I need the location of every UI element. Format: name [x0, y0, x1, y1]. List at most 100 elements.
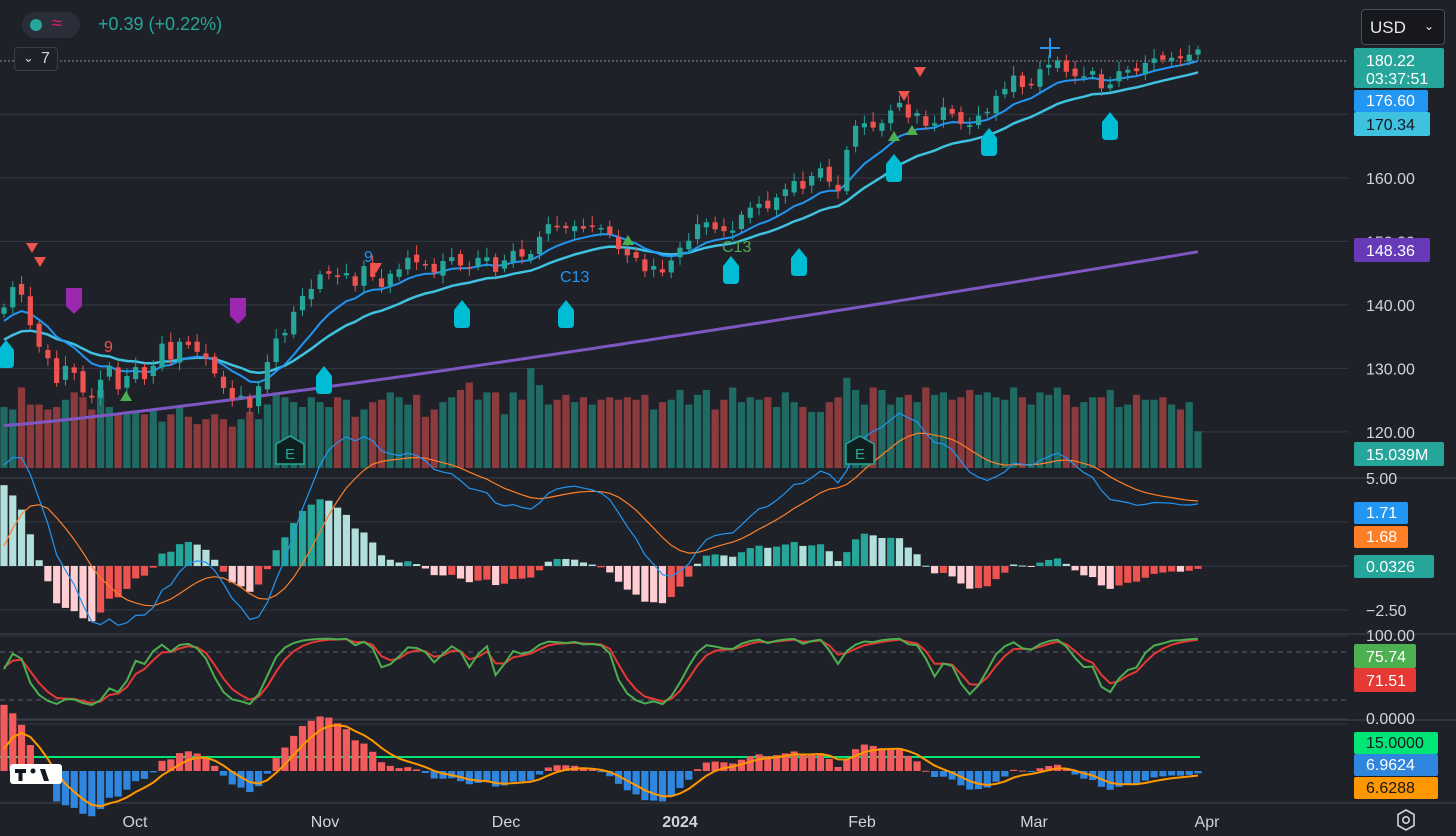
macd-histogram-bar	[509, 566, 517, 580]
indicators-collapse-button[interactable]: ⌄ 7	[14, 47, 58, 71]
lower-histogram-bar	[351, 740, 359, 771]
macd-histogram-bar	[35, 560, 43, 566]
macd-histogram-bar	[887, 537, 895, 566]
macd-histogram-bar	[641, 566, 649, 602]
candle-body	[1186, 54, 1192, 62]
macd-histogram-bar	[597, 566, 605, 568]
lower-histogram-bar	[500, 771, 509, 786]
volume-bar	[237, 419, 245, 468]
macd-histogram-bar	[729, 556, 737, 566]
volume-bar	[404, 404, 412, 468]
lower-histogram-bar	[184, 751, 192, 771]
macd-histogram-bar	[966, 566, 974, 589]
candle-body	[659, 269, 666, 273]
volume-bar	[535, 385, 544, 468]
candle-body	[607, 226, 613, 235]
macd-tag: 1.71	[1366, 505, 1397, 522]
candle-body	[598, 228, 604, 230]
volume-bar	[35, 404, 43, 468]
lower-histogram-bar	[272, 758, 280, 771]
macd-histogram-bar	[1185, 566, 1193, 571]
volume-bar	[913, 402, 921, 468]
candle-body	[273, 338, 279, 363]
volume-bar	[88, 409, 96, 468]
candle-body	[879, 123, 885, 131]
lower-histogram-bar	[96, 771, 105, 810]
volume-bar	[860, 404, 868, 468]
macd-histogram-bar	[140, 566, 149, 576]
volume-tag-bg	[1354, 442, 1444, 466]
candle-body	[10, 287, 16, 308]
candle-body	[896, 102, 903, 108]
volume-bar	[123, 411, 131, 468]
volume-bar	[614, 399, 623, 468]
settings-gear-icon[interactable]	[1394, 808, 1418, 832]
candle-body	[519, 249, 525, 257]
lower-histogram-bar	[386, 765, 394, 771]
lower-histogram-bar	[140, 771, 149, 779]
lower-histogram-bar	[852, 749, 860, 771]
time-label: Mar	[1020, 814, 1048, 831]
volume-bar	[966, 389, 974, 468]
lower-histogram-bar	[983, 771, 991, 788]
macd-histogram-bar	[360, 532, 368, 566]
symbol-status-pill[interactable]: ≈	[22, 12, 80, 38]
currency-select[interactable]: USD ⌄	[1361, 9, 1445, 45]
lower-histogram-bar	[737, 759, 746, 771]
volume-bar	[562, 394, 570, 468]
volume-bar	[219, 419, 228, 468]
macd-histogram-bar	[334, 507, 342, 566]
macd-signal-line	[3, 432, 1199, 607]
lower-histogram-bar	[790, 751, 798, 771]
lower-histogram-bar	[175, 753, 184, 771]
macd-histogram-bar	[711, 554, 719, 566]
candle-body	[633, 252, 639, 258]
candle-body	[71, 367, 77, 373]
candle-body	[677, 247, 683, 258]
volume-bar	[834, 397, 842, 468]
macd-histogram-bar	[1141, 566, 1149, 578]
macd-histogram-bar	[781, 544, 789, 566]
candle-body	[791, 181, 797, 193]
volume-bar	[720, 399, 728, 468]
lower-histogram-bar	[1001, 771, 1009, 777]
macd-histogram-bar	[404, 561, 412, 566]
macd-histogram-bar	[948, 566, 956, 577]
volume-bar	[623, 397, 631, 468]
volume-bar	[711, 409, 719, 468]
macd-histogram-bar	[1115, 566, 1123, 586]
macd-histogram-bar	[0, 485, 8, 566]
lower-histogram-bar	[922, 770, 930, 772]
candle-body	[475, 257, 481, 267]
macd-histogram-bar	[17, 509, 26, 566]
indicator-count: 7	[41, 50, 50, 67]
volume-bar	[1124, 404, 1132, 468]
volume-bar	[702, 389, 710, 468]
candle-body	[782, 189, 788, 196]
volume-bar	[193, 424, 201, 468]
volume-bar	[1036, 392, 1044, 468]
candle-body	[335, 275, 341, 277]
buy-signal-icon	[791, 248, 807, 276]
candle-body	[484, 257, 490, 262]
time-label: Apr	[1195, 814, 1221, 831]
ma-mid-line	[3, 71, 1199, 375]
candle-body	[212, 356, 218, 374]
candle-body	[615, 237, 622, 249]
macd-histogram-bar	[70, 566, 78, 612]
volume-bar	[816, 411, 825, 468]
buy-signal-icon	[0, 340, 14, 368]
candle-body	[975, 115, 982, 126]
lower-histogram-bar	[325, 717, 333, 771]
ma-mid-tag: 170.34	[1366, 117, 1415, 134]
volume-bar	[895, 397, 904, 468]
candle-body	[282, 332, 288, 336]
macd-histogram-bar	[255, 566, 263, 585]
candle-body	[1169, 57, 1175, 62]
volume-bar	[184, 416, 192, 468]
candle-body	[80, 371, 86, 393]
lower-histogram-bar	[527, 771, 535, 781]
candle-body	[54, 358, 60, 383]
candle-body	[440, 261, 446, 276]
